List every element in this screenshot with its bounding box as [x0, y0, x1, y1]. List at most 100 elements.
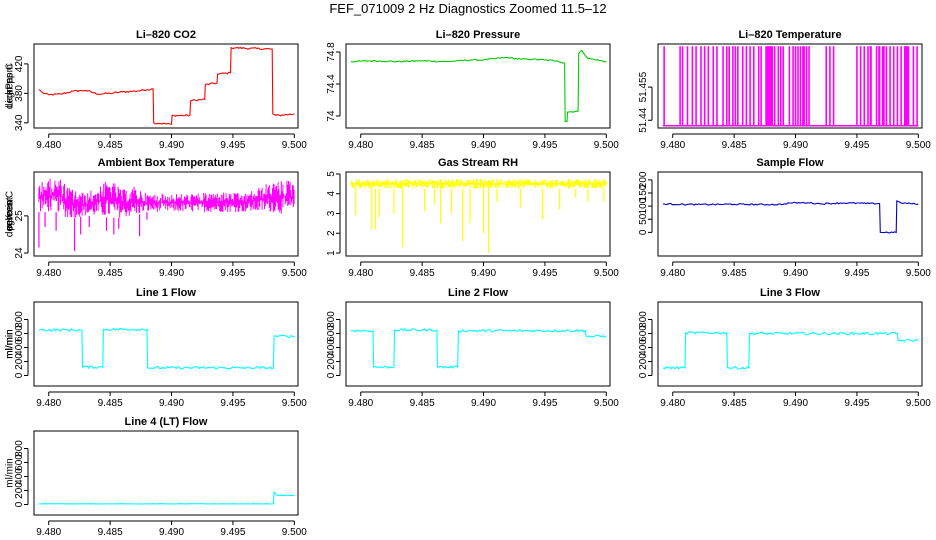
series-temp	[662, 46, 919, 127]
x-tick-label: 9.480	[36, 140, 61, 151]
y-tick-label: 5	[326, 171, 337, 177]
y-axis-label: ml/min	[5, 329, 16, 358]
x-tick-label: 9.480	[36, 527, 61, 538]
y-tick-label: 0	[326, 372, 337, 378]
panel-line3: Line 3 Flow 9.480 9.485 9.490 9.495 9.500 0 200…	[5, 287, 932, 409]
y-tick-label: 0	[14, 501, 25, 507]
series-line3	[662, 330, 919, 370]
x-tick-label: 9.490	[471, 140, 496, 151]
plot-frame	[657, 43, 923, 129]
x-tick-label: 9.485	[98, 527, 123, 538]
panel-sample: Sample Flow 9.480 9.485 9.490 9.495 9.500 0 50 1…	[5, 157, 932, 279]
y-axis-label: degrees C	[5, 191, 16, 237]
x-tick-label: 9.500	[906, 268, 931, 279]
x-tick-label: 9.495	[844, 268, 869, 279]
plot-frame	[345, 43, 611, 129]
plot-frame	[657, 301, 923, 387]
panel-title: Li–820 Pressure	[436, 29, 520, 41]
y-tick-label: 800	[326, 311, 337, 328]
plot-frame	[33, 301, 299, 387]
x-tick-label: 9.495	[532, 398, 557, 409]
x-tick-label: 9.490	[783, 268, 808, 279]
y-tick-label: 1	[326, 250, 337, 256]
y-tick-label: 0	[638, 372, 649, 378]
y-tick-label: 600	[326, 325, 337, 342]
y-tick-label: 4	[326, 191, 337, 197]
plot-frame	[33, 43, 299, 129]
panel-title: Sample Flow	[756, 157, 824, 169]
x-tick-label: 9.490	[471, 398, 496, 409]
panel-pressure: Li–820 Pressure 9.480 9.485 9.490 9.495 9.500…	[5, 29, 620, 151]
y-tick-label: 200	[14, 482, 25, 499]
x-tick-label: 9.485	[98, 398, 123, 409]
y-axis-label: Licor ppm	[5, 64, 16, 108]
x-tick-label: 9.480	[660, 398, 685, 409]
panel-title: Ambient Box Temperature	[98, 157, 235, 169]
plot-frame	[657, 171, 923, 257]
panel-title: Line 1 Flow	[136, 287, 196, 299]
x-tick-label: 9.490	[159, 268, 184, 279]
x-tick-label: 9.485	[98, 268, 123, 279]
x-tick-label: 9.490	[783, 398, 808, 409]
plot-frame	[33, 430, 299, 516]
panel-temp: Li–820 Temperature 9.480 9.485 9.490 9.495 9.…	[5, 29, 932, 151]
y-tick-label: 400	[638, 339, 649, 356]
series-co2	[38, 46, 295, 125]
x-tick-label: 9.490	[159, 527, 184, 538]
series-line	[662, 200, 919, 234]
x-tick-label: 9.490	[471, 268, 496, 279]
y-tick-label: 400	[14, 339, 25, 356]
series-rh	[350, 178, 607, 254]
x-tick-label: 9.480	[660, 140, 685, 151]
x-tick-label: 9.485	[98, 140, 123, 151]
series-line	[662, 330, 919, 370]
series-block	[869, 46, 872, 126]
y-tick-label: 74.4	[326, 74, 337, 94]
panel-title: Line 4 (LT) Flow	[125, 416, 208, 428]
x-tick-label: 9.480	[36, 398, 61, 409]
series-band	[350, 178, 607, 189]
y-tick-label: 380	[14, 85, 25, 102]
y-tick-label: 74	[326, 110, 337, 122]
x-tick-label: 9.500	[594, 398, 619, 409]
y-tick-label: 0	[638, 229, 649, 235]
series-ambient	[38, 178, 295, 252]
series-pressure	[350, 49, 607, 123]
x-tick-label: 9.495	[844, 398, 869, 409]
x-tick-label: 9.480	[348, 140, 373, 151]
y-axis-label: percent	[5, 197, 16, 231]
series-line2	[350, 327, 607, 369]
y-tick-label: 600	[14, 325, 25, 342]
series-line1	[38, 327, 295, 370]
x-tick-label: 9.495	[844, 140, 869, 151]
series-line	[38, 46, 295, 125]
x-tick-label: 9.480	[36, 268, 61, 279]
y-axis-label: degrees C	[5, 63, 16, 109]
series-band	[38, 178, 295, 218]
plot-frame	[345, 301, 611, 387]
y-tick-label: 50	[638, 213, 649, 225]
x-tick-label: 9.495	[220, 140, 245, 151]
x-tick-label: 9.485	[410, 398, 435, 409]
y-tick-label: 2	[326, 230, 337, 236]
y-tick-label: 24	[14, 247, 25, 259]
y-tick-label: 340	[14, 114, 25, 131]
series-line	[38, 327, 295, 370]
panel-title: Li–820 CO2	[136, 29, 196, 41]
y-tick-label: 200	[326, 353, 337, 370]
x-tick-label: 9.485	[722, 268, 747, 279]
y-tick-label: 600	[14, 454, 25, 471]
x-tick-label: 9.480	[348, 268, 373, 279]
y-tick-label: 74.8	[326, 42, 337, 62]
figure-title: FEF_071009 2 Hz Diagnostics Zoomed 11.5–…	[329, 1, 607, 16]
y-tick-label: 200	[14, 353, 25, 370]
y-tick-label: 400	[14, 468, 25, 485]
panel-title: Gas Stream RH	[438, 157, 518, 169]
y-tick-label: 3	[326, 210, 337, 216]
y-axis-label: ml/min	[5, 458, 16, 487]
series-line	[350, 49, 607, 123]
x-tick-label: 9.495	[220, 398, 245, 409]
y-axis-label: kPa	[5, 77, 16, 95]
x-tick-label: 9.485	[722, 140, 747, 151]
